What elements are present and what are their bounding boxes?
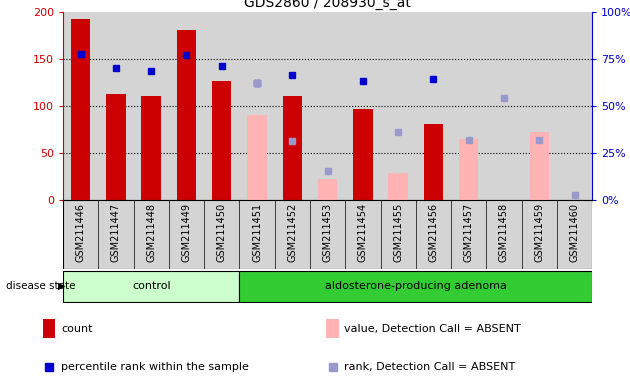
Text: GSM211449: GSM211449 [181,203,192,262]
Text: GSM211452: GSM211452 [287,203,297,262]
Text: GSM211448: GSM211448 [146,203,156,262]
Bar [459,139,478,200]
Bar [71,19,90,200]
Bar [63,200,592,269]
Text: GSM211460: GSM211460 [570,203,580,262]
Bar [326,319,339,338]
Text: GSM211458: GSM211458 [499,203,509,262]
Title: GDS2860 / 208930_s_at: GDS2860 / 208930_s_at [244,0,411,10]
Bar [283,96,302,200]
Bar [142,96,161,200]
Bar [248,115,266,200]
Text: GSM211450: GSM211450 [217,203,227,262]
Text: GSM211446: GSM211446 [76,203,86,262]
Text: percentile rank within the sample: percentile rank within the sample [61,362,249,372]
Text: GSM211447: GSM211447 [111,203,121,262]
Bar [43,319,55,338]
Bar [106,94,125,200]
Bar [389,173,408,200]
Text: GSM211453: GSM211453 [323,203,333,262]
Text: rank, Detection Call = ABSENT: rank, Detection Call = ABSENT [345,362,516,372]
Bar [212,81,231,200]
Text: ▶: ▶ [58,281,66,291]
Bar [63,271,239,302]
Bar [177,30,196,200]
Bar [239,271,592,302]
Bar [530,132,549,200]
Bar [353,109,372,200]
Text: GSM211454: GSM211454 [358,203,368,262]
Text: disease state: disease state [6,281,76,291]
Text: GSM211451: GSM211451 [252,203,262,262]
Bar [424,124,443,200]
Bar [318,179,337,200]
Text: GSM211459: GSM211459 [534,203,544,262]
Text: count: count [61,324,93,334]
Text: value, Detection Call = ABSENT: value, Detection Call = ABSENT [345,324,521,334]
Text: GSM211455: GSM211455 [393,203,403,262]
Text: control: control [132,281,171,291]
Text: GSM211456: GSM211456 [428,203,438,262]
Text: GSM211457: GSM211457 [464,203,474,262]
Text: aldosterone-producing adenoma: aldosterone-producing adenoma [325,281,507,291]
